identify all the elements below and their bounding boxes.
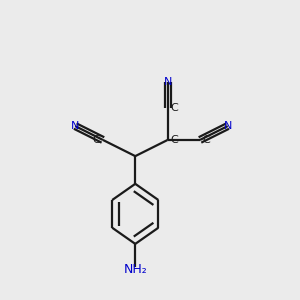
Text: N: N <box>224 121 232 131</box>
Text: C: C <box>170 135 178 145</box>
Text: C: C <box>202 135 210 145</box>
Text: C: C <box>93 135 100 145</box>
Text: N: N <box>71 121 80 131</box>
Text: C: C <box>170 103 178 112</box>
Text: N: N <box>164 77 172 87</box>
Text: NH₂: NH₂ <box>123 263 147 276</box>
